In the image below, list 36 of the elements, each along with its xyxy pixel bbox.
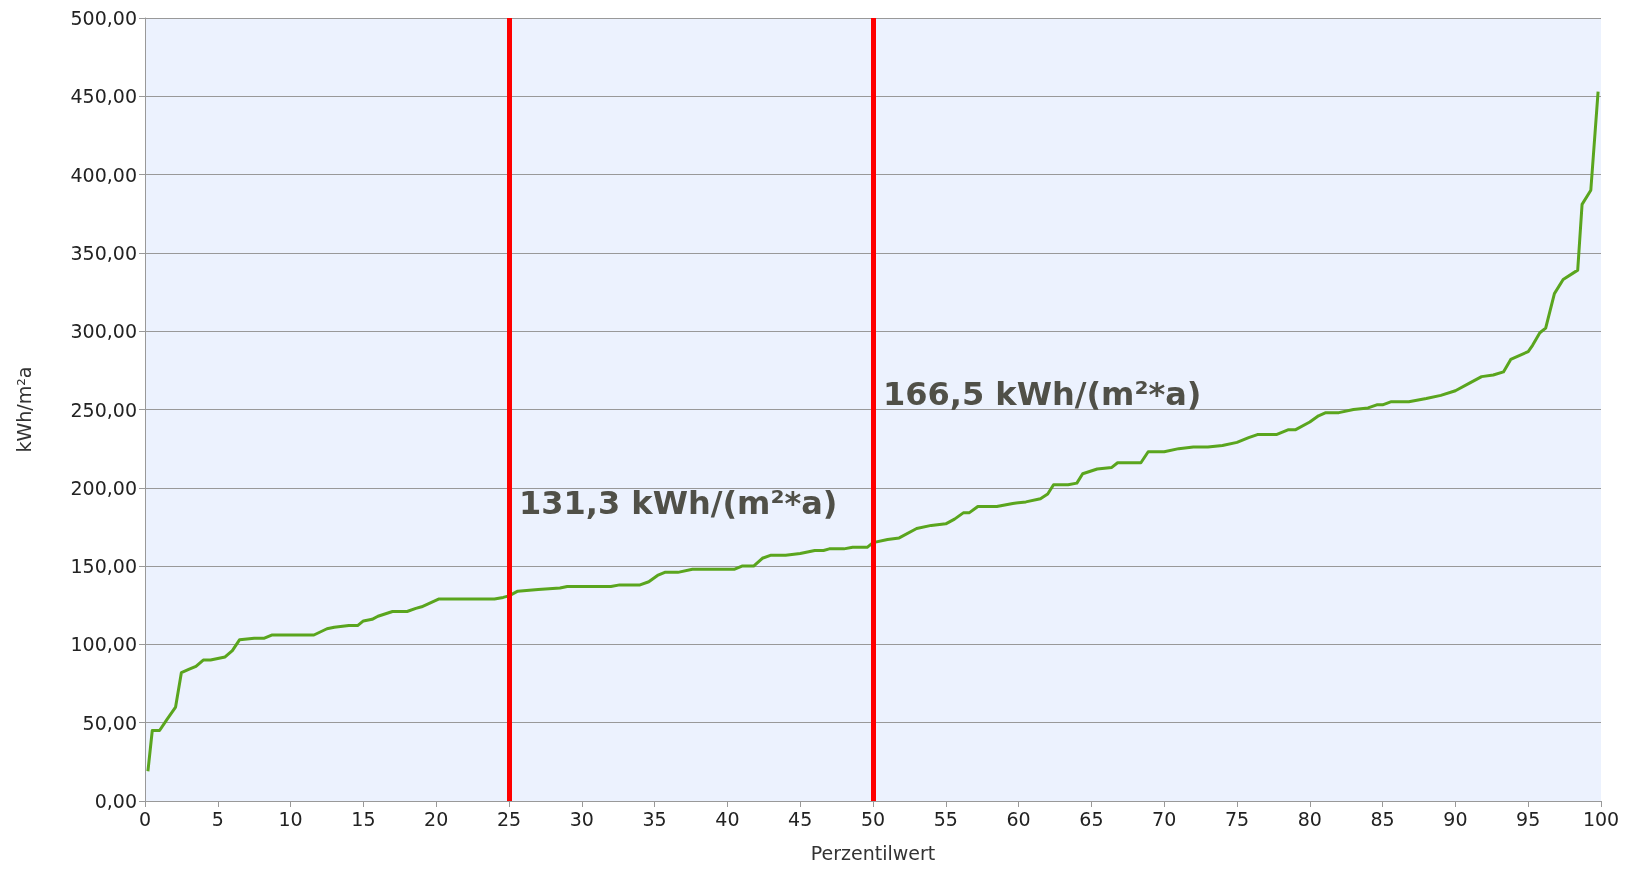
- x-tick-label: 35: [642, 807, 667, 830]
- y-tick-label: 50,00: [82, 711, 137, 734]
- y-tick-label: 150,00: [70, 555, 137, 578]
- x-tick-label: 20: [424, 807, 449, 830]
- x-tick-label: 100: [1582, 807, 1620, 830]
- x-tick-label: 95: [1516, 807, 1541, 830]
- y-tick-label: 350,00: [70, 241, 137, 264]
- x-tick-label: 5: [211, 807, 224, 830]
- y-tick-label: 500,00: [70, 7, 137, 29]
- y-tick-label: 200,00: [70, 476, 137, 499]
- y-tick-label: 100,00: [70, 633, 137, 656]
- x-tick-label: 55: [933, 807, 958, 830]
- x-tick-label: 85: [1370, 807, 1395, 830]
- x-tick-label: 80: [1297, 807, 1322, 830]
- x-tick-label: 25: [496, 807, 522, 830]
- y-tick-label: 300,00: [70, 320, 137, 343]
- x-tick-label: 30: [569, 807, 594, 830]
- x-tick-label: 50: [860, 807, 886, 830]
- x-tick-label: 0: [138, 807, 152, 830]
- y-tick-label: 400,00: [70, 163, 137, 186]
- x-tick-label: 45: [788, 807, 813, 830]
- x-tick-label: 75: [1224, 807, 1250, 830]
- x-tick-label: 40: [715, 807, 740, 830]
- x-tick-label: 70: [1152, 807, 1177, 830]
- x-tick-label: 60: [1006, 807, 1031, 830]
- x-axis-title: Perzentilwert: [810, 841, 936, 864]
- y-tick-label: 450,00: [70, 85, 137, 108]
- x-tick-label: 15: [351, 807, 376, 830]
- y-axis-title: kWh/m²a: [12, 366, 35, 453]
- y-tick-label: 250,00: [70, 398, 137, 421]
- y-tick-label: 0,00: [94, 790, 137, 812]
- ref-line-label: 131,3 kWh/(m²*a): [519, 484, 838, 523]
- x-tick-label: 65: [1079, 807, 1104, 830]
- x-tick-label: 10: [278, 807, 303, 830]
- ref-line-label: 166,5 kWh/(m²*a): [883, 374, 1202, 413]
- x-tick-label: 90: [1443, 807, 1468, 830]
